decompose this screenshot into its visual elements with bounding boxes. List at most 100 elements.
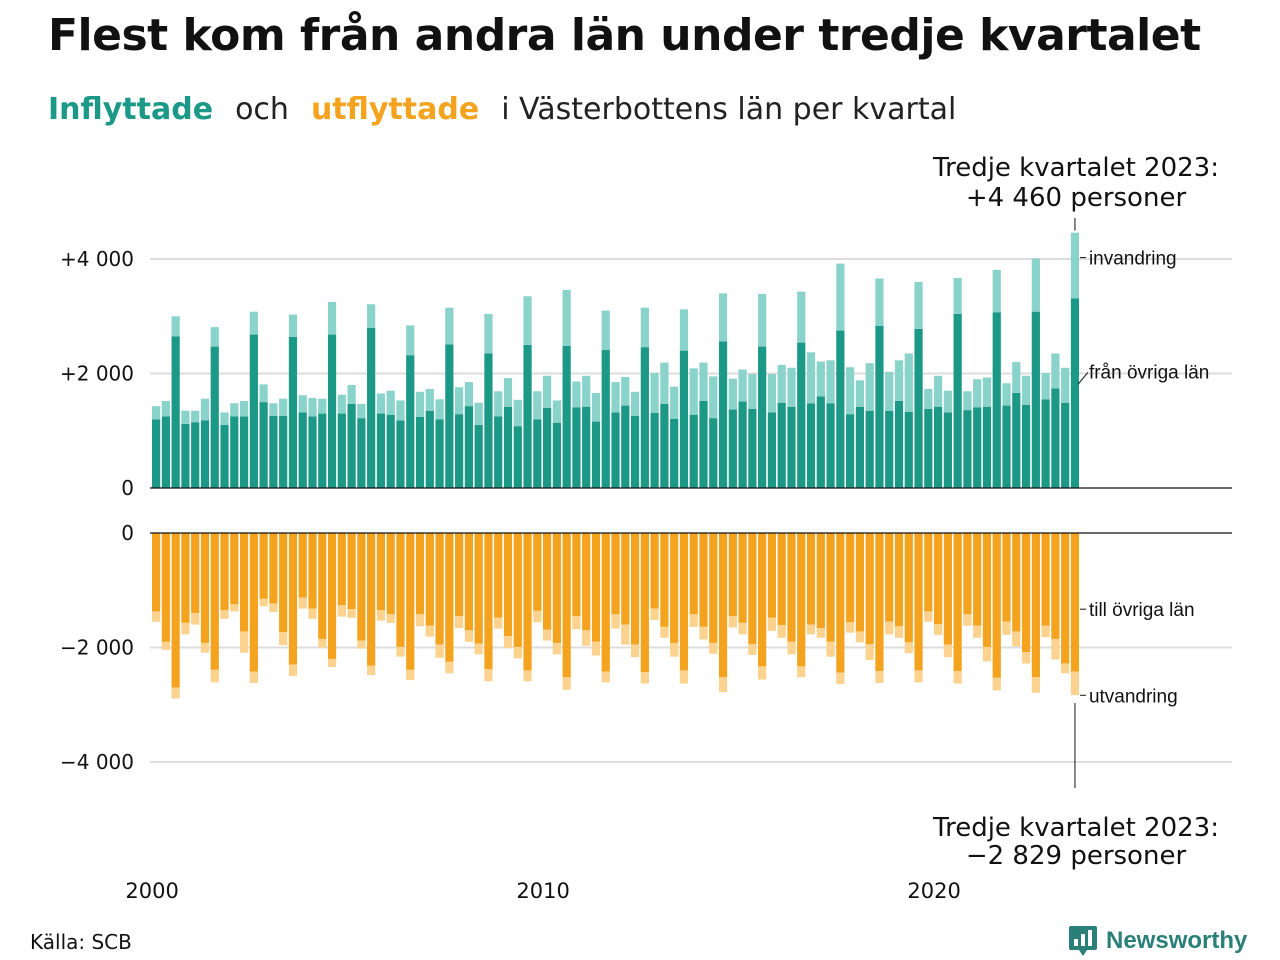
bar-out-emigration	[1041, 625, 1050, 638]
bar-out-domestic	[308, 533, 317, 609]
bar-out-domestic	[249, 533, 258, 672]
bar-out-domestic	[679, 533, 689, 671]
bar-out-emigration	[865, 644, 874, 661]
bar-in-domestic	[396, 420, 405, 488]
bar-out-domestic	[826, 533, 835, 642]
bar-in-domestic	[562, 346, 571, 488]
bar-in-immigration	[963, 391, 972, 411]
bar-out-emigration	[728, 616, 737, 628]
bar-in-immigration	[523, 296, 532, 345]
x-tick-2: 2020	[907, 879, 960, 903]
bar-out-domestic	[367, 533, 376, 666]
bar-out-domestic	[171, 533, 180, 688]
bar-in-domestic	[787, 406, 796, 488]
bar-out-domestic	[660, 533, 669, 627]
bar-out-domestic	[816, 533, 825, 629]
bar-out-domestic	[327, 533, 337, 659]
bar-out-domestic	[767, 533, 777, 618]
bar-in-immigration	[572, 381, 581, 408]
bar-in-immigration	[318, 398, 327, 414]
bar-out-domestic	[1061, 533, 1070, 664]
bar-in-domestic	[474, 425, 483, 488]
bar-out-emigration	[1061, 663, 1070, 674]
bar-in-immigration	[670, 386, 679, 419]
bar-in-domestic	[836, 330, 845, 488]
label-till-ovriga: till övriga län	[1089, 600, 1195, 621]
bar-out-emigration	[357, 640, 366, 649]
subtitle-och: och	[235, 92, 289, 127]
bar-in-immigration	[1051, 353, 1060, 389]
bar-in-immigration	[337, 394, 346, 414]
bar-in-immigration	[191, 410, 200, 423]
bar-out-emigration	[327, 658, 337, 667]
bar-in-immigration	[767, 374, 777, 413]
bar-in-domestic	[924, 408, 933, 488]
bar-out-domestic	[894, 533, 904, 627]
bar-in-immigration	[836, 263, 845, 331]
bar-in-domestic	[269, 415, 278, 488]
bar-out-domestic	[474, 533, 483, 644]
bar-out-emigration	[259, 598, 268, 607]
bar-in-immigration	[748, 374, 757, 409]
bar-out-domestic	[934, 533, 943, 625]
bar-in-immigration	[308, 398, 317, 417]
bar-in-domestic	[1070, 298, 1080, 488]
bar-in-immigration	[934, 375, 943, 407]
bar-in-domestic	[973, 407, 982, 488]
x-tick-1: 2010	[516, 879, 569, 903]
bar-in-domestic	[865, 410, 874, 488]
bar-in-immigration	[924, 388, 933, 409]
bar-in-domestic	[728, 409, 737, 488]
bar-in-immigration	[200, 398, 210, 421]
bar-in-immigration	[973, 379, 982, 408]
bar-out-emigration	[337, 605, 346, 617]
y-tick-top-0: +4 000	[60, 247, 134, 271]
bar-in-immigration	[582, 375, 591, 407]
bar-in-immigration	[591, 392, 601, 422]
bar-out-domestic	[269, 533, 278, 604]
bar-out-emigration	[777, 625, 786, 638]
bar-in-immigration	[552, 400, 561, 423]
bar-out-emigration	[748, 644, 757, 655]
bar-in-immigration	[630, 391, 640, 416]
bar-in-immigration	[660, 362, 669, 404]
annotation-top-line1: Tredje kvartalet 2023:	[932, 153, 1219, 183]
bar-in-domestic	[1061, 402, 1070, 488]
bar-out-domestic	[1031, 533, 1040, 678]
y-tick-bottom-2: −4 000	[60, 750, 134, 774]
bar-out-emigration	[269, 603, 278, 613]
bar-in-domestic	[415, 417, 425, 488]
bar-in-immigration	[533, 391, 542, 420]
bar-in-domestic	[308, 416, 317, 488]
bar-in-domestic	[552, 422, 561, 488]
bar-in-domestic	[425, 410, 434, 488]
bar-out-domestic	[425, 533, 434, 626]
bar-in-domestic	[640, 347, 649, 488]
bar-in-domestic	[718, 341, 728, 488]
bar-in-immigration	[288, 314, 298, 337]
bar-in-immigration	[894, 360, 904, 401]
bar-out-emigration	[1021, 652, 1031, 664]
bar-out-emigration	[904, 642, 913, 654]
bar-in-domestic	[200, 420, 210, 488]
bar-out-emigration	[552, 642, 561, 655]
bar-in-immigration	[787, 367, 796, 407]
bar-out-emigration	[249, 671, 258, 683]
bar-out-emigration	[161, 641, 170, 650]
bar-out-domestic	[787, 533, 796, 642]
bar-out-emigration	[503, 636, 513, 649]
bar-out-domestic	[670, 533, 679, 643]
bar-in-domestic	[337, 413, 346, 488]
bar-out-domestic	[494, 533, 503, 618]
bar-out-domestic	[621, 533, 630, 625]
bar-out-emigration	[376, 610, 386, 621]
bar-out-domestic	[982, 533, 992, 647]
bar-out-emigration	[318, 638, 327, 648]
chart-title: Flest kom från andra län under tredje kv…	[48, 10, 1201, 61]
bar-out-domestic	[200, 533, 210, 643]
bar-in-immigration	[728, 378, 737, 410]
y-tick-top-2: 0	[121, 476, 134, 500]
bar-in-immigration	[367, 304, 376, 328]
bar-in-domestic	[885, 410, 894, 488]
